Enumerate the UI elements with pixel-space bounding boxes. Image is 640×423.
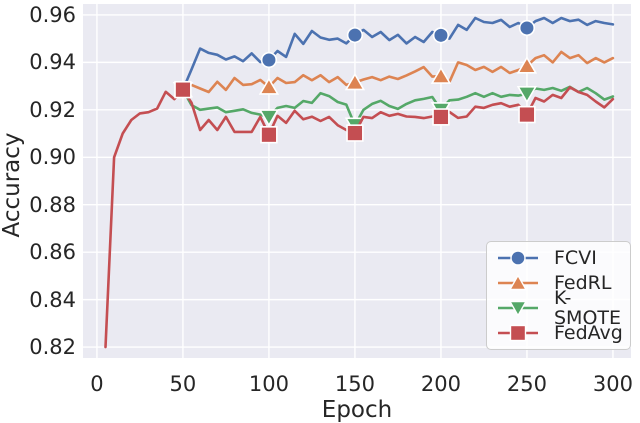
y-tick-label: 0.84 — [29, 287, 76, 312]
legend-item-fcvi: FCVI — [496, 246, 624, 270]
square-marker-fedavg — [432, 108, 450, 126]
circle-marker-fcvi — [432, 27, 450, 44]
triangle-up-marker-fedrl — [430, 66, 452, 84]
y-tick-label: 0.86 — [29, 240, 76, 265]
x-tick-label: 50 — [169, 372, 197, 396]
y-tick-label: 0.94 — [29, 50, 76, 75]
x-tick-label: 200 — [420, 372, 461, 396]
legend-item-ksmote: K-SMOTE — [496, 288, 624, 328]
square-marker-fedavg — [346, 124, 364, 142]
y-tick-label: 0.96 — [29, 2, 76, 27]
triangle-down-marker-k-smote — [516, 85, 538, 104]
y-tick-label: 0.88 — [29, 192, 76, 217]
legend-label-fedrl: FedRL — [554, 271, 612, 294]
x-tick-label: 250 — [506, 372, 547, 396]
legend-label-fcvi: FCVI — [554, 246, 597, 269]
x-axis-label: Epoch — [321, 397, 393, 423]
legend-item-fedavg: FedAvg — [496, 321, 624, 345]
series-line-k-smote — [181, 85, 615, 127]
y-tick-label: 0.90 — [29, 145, 76, 170]
y-tick-label: 0.92 — [29, 97, 76, 122]
circle-marker-fcvi — [260, 51, 278, 69]
series-line-fedrl — [181, 50, 615, 94]
legend: FCVI FedRL K-SMOTE FedAvg — [486, 241, 631, 350]
y-tick-label: 0.82 — [29, 335, 76, 360]
line-square-marker-icon — [498, 325, 538, 342]
circle-marker-fcvi — [346, 26, 364, 44]
legend-item-fedrl: FedRL — [496, 271, 624, 295]
x-tick-label: 150 — [334, 372, 375, 396]
y-axis-label: Accuracy — [0, 132, 25, 238]
legend-label-ksmote: K-SMOTE — [554, 287, 622, 330]
square-marker-fedavg — [174, 80, 192, 99]
triangle-down-marker-k-smote — [258, 109, 280, 127]
x-tick-label: 100 — [248, 372, 289, 396]
triangle-up-marker-fedrl — [344, 72, 366, 91]
line-triangle-down-marker-icon — [498, 300, 538, 318]
square-marker-fedavg — [260, 126, 278, 144]
legend-label-fedavg: FedAvg — [554, 322, 623, 345]
triangle-up-marker-fedrl — [516, 56, 538, 74]
square-marker-fedavg — [518, 105, 536, 124]
triangle-up-marker-fedrl — [258, 77, 280, 95]
line-triangle-up-marker-icon — [498, 273, 538, 291]
x-tick-label: 300 — [592, 372, 633, 396]
x-tick-label: 0 — [90, 372, 104, 396]
line-circle-marker-icon — [498, 249, 538, 266]
series-line-fcvi — [181, 16, 615, 91]
circle-marker-fcvi — [518, 19, 536, 37]
